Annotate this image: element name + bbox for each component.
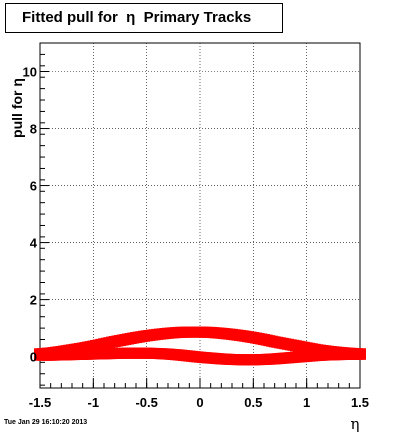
y-axis-label: pull for η [9,78,25,138]
y-tick-label: 8 [30,122,37,137]
y-tick-label: 4 [30,236,38,251]
x-axis-label: η [351,415,360,433]
y-tick-label: 10 [23,65,37,80]
data-points [34,326,366,366]
x-tick-label: 1.5 [351,395,369,410]
axis-ticks [39,53,361,388]
x-tick-label: -1.5 [29,395,51,410]
y-tick-label: 2 [30,293,37,308]
x-tick-label: 1 [303,395,310,410]
chart-title: Fitted pull for η Primary Tracks [5,3,283,33]
tick-labels: -1.5 -1 -0.5 0 0.5 1 1.5 0 2 4 6 8 10 [23,65,370,410]
y-tick-label: 6 [30,179,37,194]
x-tick-label: 0.5 [244,395,262,410]
footer-timestamp: Tue Jan 29 16:10:20 2013 [4,419,88,426]
y-tick-label: 0 [30,350,37,365]
x-tick-label: -1 [88,395,100,410]
x-tick-label: -0.5 [135,395,157,410]
x-tick-label: 0 [196,395,203,410]
data-point-fill [351,348,364,360]
